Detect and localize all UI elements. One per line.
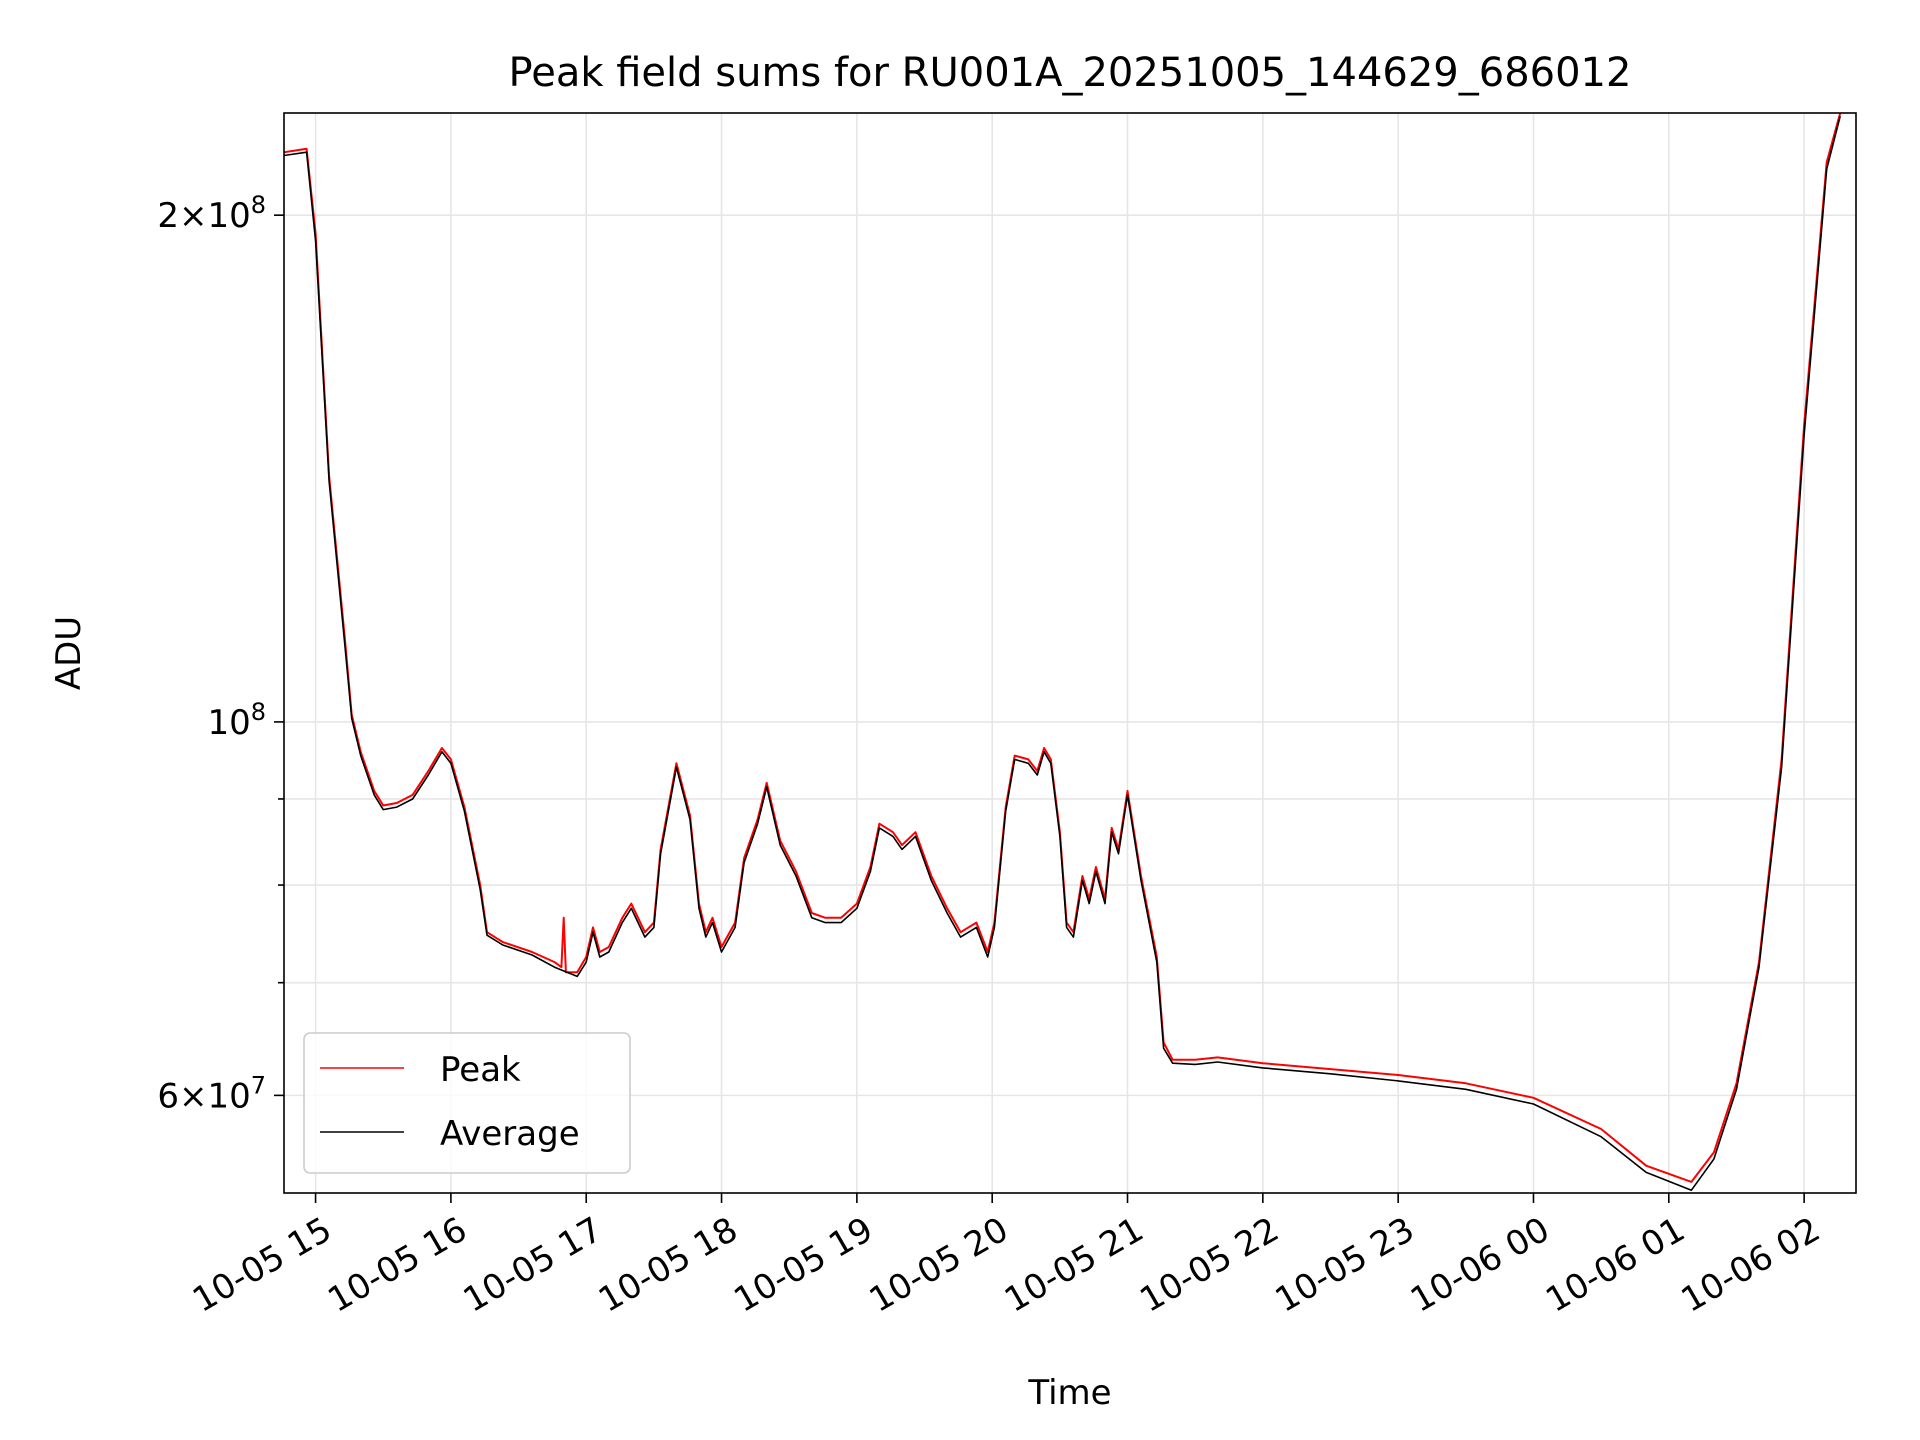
y-tick-label-exponent: 7 (251, 1071, 266, 1099)
y-tick-label: 6×107 (157, 1071, 266, 1116)
y-tick-label-exponent: 8 (251, 191, 266, 219)
legend-label-peak: Peak (440, 1050, 521, 1090)
chart-title: Peak field sums for RU001A_20251005_1446… (509, 50, 1632, 96)
x-axis-label: Time (1027, 1373, 1111, 1413)
series-line-average (284, 116, 1841, 1191)
y-tick-label-base: 2 (157, 196, 179, 236)
y-tick-label-exponent: 8 (251, 698, 266, 726)
legend-label-average: Average (440, 1114, 580, 1154)
y-axis-label: ADU (49, 616, 89, 690)
y-tick-label: 108 (207, 698, 266, 743)
y-tick-label: 2×108 (157, 191, 266, 236)
y-tick-label-ten: 10 (207, 703, 250, 743)
y-tick-label-base: 6 (157, 1076, 179, 1116)
series-layer (284, 113, 1842, 1191)
y-tick-label-times: ×10 (179, 196, 251, 236)
plot-area-frame (283, 112, 1857, 1194)
grid-lines (284, 113, 1856, 1193)
y-tick-label-times: ×10 (179, 1076, 251, 1116)
legend: Peak Average (303, 1032, 631, 1174)
